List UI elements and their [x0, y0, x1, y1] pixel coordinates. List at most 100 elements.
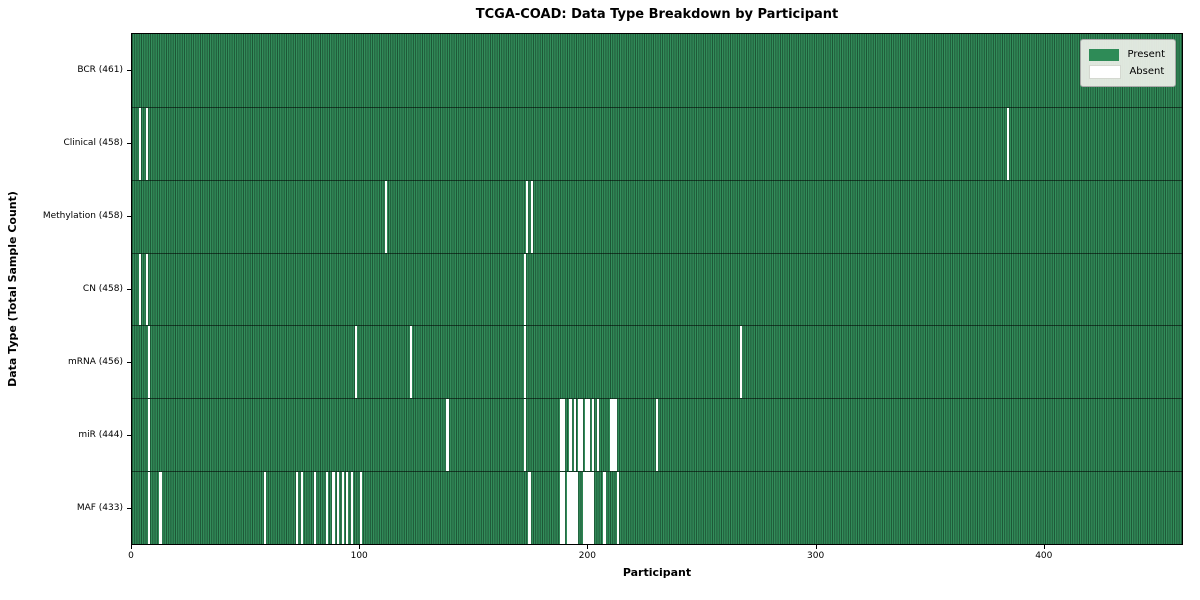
- absent-stripe: [567, 472, 570, 544]
- ytick-mark: [127, 435, 131, 437]
- xtick-mark: [131, 545, 132, 549]
- heatmap-row-bcr: [132, 34, 1182, 107]
- ytick-mark: [127, 362, 131, 364]
- absent-stripe: [560, 399, 563, 472]
- absent-stripe: [612, 399, 615, 472]
- absent-stripe: [580, 399, 583, 472]
- xtick-mark: [1043, 545, 1045, 549]
- absent-stripe: [341, 472, 344, 544]
- absent-stripe: [523, 399, 527, 472]
- absent-stripe: [528, 472, 531, 544]
- absent-stripe: [355, 326, 358, 399]
- absent-stripe: [585, 472, 588, 544]
- absent-stripe: [314, 472, 317, 544]
- absent-stripe: [614, 399, 618, 472]
- ytick-mark: [127, 69, 131, 71]
- absent-stripe: [138, 253, 142, 326]
- absent-stripe: [582, 472, 586, 544]
- ytick-label-methylation: Methylation (458): [42, 210, 123, 221]
- ytick-mark: [127, 289, 131, 290]
- absent-stripe: [617, 472, 620, 544]
- absent-stripe: [610, 399, 613, 472]
- absent-stripe: [159, 472, 162, 544]
- xtick-mark: [587, 545, 589, 549]
- absent-stripe: [336, 472, 340, 544]
- ytick-mark: [127, 215, 131, 217]
- absent-stripe: [147, 399, 151, 472]
- legend: Present Absent: [1080, 39, 1176, 87]
- ytick-mark: [127, 508, 131, 510]
- heatmap-row-mir: [132, 398, 1182, 472]
- absent-stripe: [384, 180, 388, 253]
- xtick-label-100: 100: [350, 551, 368, 561]
- absent-stripe: [359, 472, 363, 544]
- absent-stripe: [523, 253, 527, 326]
- absent-stripe: [446, 399, 449, 472]
- absent-stripe: [571, 472, 574, 544]
- ytick-mark: [127, 142, 131, 144]
- absent-stripe: [1006, 107, 1009, 180]
- ytick-label-bcr: BCR (461): [77, 64, 123, 75]
- absent-stripe: [332, 472, 335, 544]
- absent-stripe: [295, 472, 299, 544]
- heatmap-row-methylation: [132, 179, 1182, 253]
- absent-stripe: [603, 472, 606, 544]
- xtick-label-0: 0: [128, 551, 134, 561]
- y-axis-label: Data Type (Total Sample Count): [6, 191, 19, 387]
- absent-stripe: [576, 472, 579, 544]
- absent-stripe: [573, 399, 577, 472]
- heatmap-row-clinical: [132, 106, 1182, 180]
- absent-stripe: [300, 472, 303, 544]
- plot-area: [131, 33, 1183, 545]
- absent-stripe: [592, 399, 595, 472]
- legend-absent-label: Absent: [1129, 66, 1165, 77]
- absent-stripe: [573, 472, 577, 544]
- absent-stripe: [740, 326, 743, 399]
- absent-stripe: [346, 472, 349, 544]
- absent-stripe: [655, 399, 659, 472]
- absent-stripe: [147, 326, 151, 399]
- absent-stripe: [325, 472, 328, 544]
- absent-stripe: [596, 399, 599, 472]
- legend-entry-absent: Absent: [1089, 63, 1165, 80]
- absent-stripe: [147, 472, 151, 544]
- absent-stripe: [569, 399, 572, 472]
- absent-stripe: [562, 399, 565, 472]
- ytick-label-maf: MAF (433): [76, 503, 123, 514]
- absent-stripe: [589, 472, 593, 544]
- absent-stripe: [523, 326, 527, 399]
- absent-stripe: [264, 472, 267, 544]
- heatmap-row-mrna: [132, 325, 1182, 399]
- ytick-label-cn: CN (458): [82, 284, 123, 294]
- xtick-label-200: 200: [578, 551, 596, 561]
- xtick-mark: [359, 545, 361, 549]
- absent-stripe: [138, 107, 142, 180]
- present-swatch: [1089, 48, 1120, 61]
- xtick-mark: [815, 545, 817, 549]
- xtick-label-300: 300: [807, 551, 825, 561]
- absent-stripe: [145, 253, 148, 326]
- absent-stripe: [562, 472, 565, 544]
- absent-stripe: [587, 399, 590, 472]
- chart-title: TCGA-COAD: Data Type Breakdown by Partic…: [475, 7, 839, 22]
- absent-stripe: [560, 472, 563, 544]
- absent-swatch: [1089, 64, 1122, 79]
- absent-stripe: [592, 472, 595, 544]
- xtick-label-400: 400: [1035, 551, 1053, 561]
- heatmap-row-cn: [132, 252, 1182, 326]
- absent-stripe: [526, 180, 529, 253]
- absent-stripe: [569, 472, 572, 544]
- absent-stripe: [350, 472, 353, 544]
- legend-entry-present: Present: [1089, 46, 1165, 63]
- legend-present-label: Present: [1127, 49, 1165, 60]
- ytick-label-clinical: Clinical (458): [63, 137, 123, 148]
- absent-stripe: [530, 180, 533, 253]
- ytick-label-mrna: mRNA (456): [68, 357, 123, 368]
- absent-stripe: [578, 399, 581, 472]
- absent-stripe: [409, 326, 413, 399]
- absent-stripe: [587, 472, 590, 544]
- ytick-label-mir: miR (444): [78, 430, 123, 441]
- absent-stripe: [145, 107, 148, 180]
- x-axis-label: Participant: [622, 566, 692, 579]
